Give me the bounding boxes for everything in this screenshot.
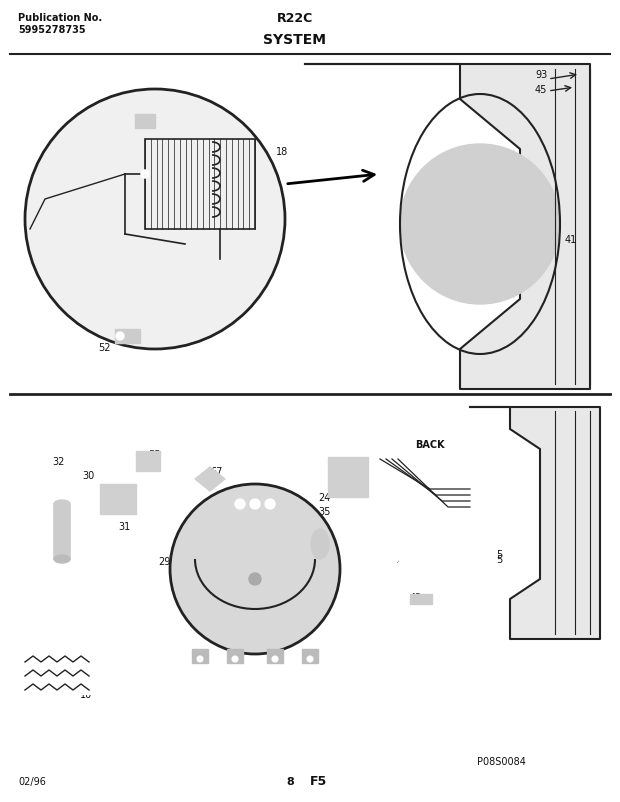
Circle shape xyxy=(170,484,340,654)
Circle shape xyxy=(235,500,245,509)
Text: 35: 35 xyxy=(318,506,330,516)
Text: 41: 41 xyxy=(565,235,577,245)
Ellipse shape xyxy=(311,529,329,559)
Text: 31: 31 xyxy=(118,521,130,532)
Bar xyxy=(135,115,155,129)
Text: 30: 30 xyxy=(82,471,94,480)
Text: 17: 17 xyxy=(108,320,120,330)
Text: 32: 32 xyxy=(52,456,64,467)
Bar xyxy=(136,452,160,472)
Ellipse shape xyxy=(54,555,70,563)
Circle shape xyxy=(272,656,278,662)
Bar xyxy=(192,649,208,663)
Bar xyxy=(15,644,115,695)
Text: Publication No.: Publication No. xyxy=(18,13,102,23)
Text: 15A: 15A xyxy=(222,247,241,257)
Text: 55: 55 xyxy=(148,449,161,460)
Circle shape xyxy=(385,550,399,565)
Bar xyxy=(145,140,255,229)
Circle shape xyxy=(197,656,203,662)
Text: 19: 19 xyxy=(188,113,200,123)
Text: 29: 29 xyxy=(158,557,170,566)
Text: 5: 5 xyxy=(496,554,502,565)
Bar xyxy=(328,457,368,497)
Circle shape xyxy=(141,171,149,179)
Text: 5995278735: 5995278735 xyxy=(18,25,86,35)
Text: 93: 93 xyxy=(535,70,547,80)
Text: P08S0084: P08S0084 xyxy=(477,756,526,766)
Bar xyxy=(115,330,140,343)
Text: 14: 14 xyxy=(165,293,177,302)
Text: 34: 34 xyxy=(318,539,330,549)
Text: 45: 45 xyxy=(535,85,547,95)
Bar xyxy=(227,649,243,663)
Text: 15: 15 xyxy=(228,123,241,133)
Text: R22C: R22C xyxy=(277,11,313,25)
Text: 130: 130 xyxy=(185,330,203,339)
Text: 24: 24 xyxy=(318,492,330,502)
Text: 20: 20 xyxy=(65,195,78,205)
Text: 5: 5 xyxy=(496,549,502,559)
Bar xyxy=(410,594,432,604)
Text: 4: 4 xyxy=(62,514,68,525)
Circle shape xyxy=(25,90,285,350)
Bar xyxy=(54,504,70,559)
Polygon shape xyxy=(470,407,600,639)
Polygon shape xyxy=(305,65,590,390)
Text: 52: 52 xyxy=(98,342,110,353)
Circle shape xyxy=(247,676,263,692)
Text: BACK: BACK xyxy=(415,439,445,449)
Circle shape xyxy=(307,656,313,662)
Text: 67: 67 xyxy=(210,467,223,476)
Text: F5: F5 xyxy=(310,775,327,788)
Text: 23: 23 xyxy=(350,456,362,467)
Text: 46: 46 xyxy=(388,554,401,565)
Text: 43: 43 xyxy=(410,592,422,602)
Text: 42: 42 xyxy=(248,557,260,566)
Circle shape xyxy=(116,333,124,341)
Polygon shape xyxy=(195,468,225,492)
Circle shape xyxy=(265,500,275,509)
Circle shape xyxy=(247,676,263,692)
Circle shape xyxy=(400,145,560,305)
Bar xyxy=(302,649,318,663)
Bar xyxy=(100,484,136,514)
Circle shape xyxy=(249,573,261,585)
Circle shape xyxy=(232,656,238,662)
Text: 2: 2 xyxy=(65,248,71,257)
Text: 27: 27 xyxy=(255,634,267,644)
Text: 8: 8 xyxy=(286,776,294,786)
Text: 10: 10 xyxy=(80,689,92,699)
Ellipse shape xyxy=(54,500,70,508)
Text: 18: 18 xyxy=(276,147,288,157)
Text: SYSTEM: SYSTEM xyxy=(264,33,327,47)
Circle shape xyxy=(250,500,260,509)
Text: 02/96: 02/96 xyxy=(18,776,46,786)
Bar xyxy=(267,649,283,663)
